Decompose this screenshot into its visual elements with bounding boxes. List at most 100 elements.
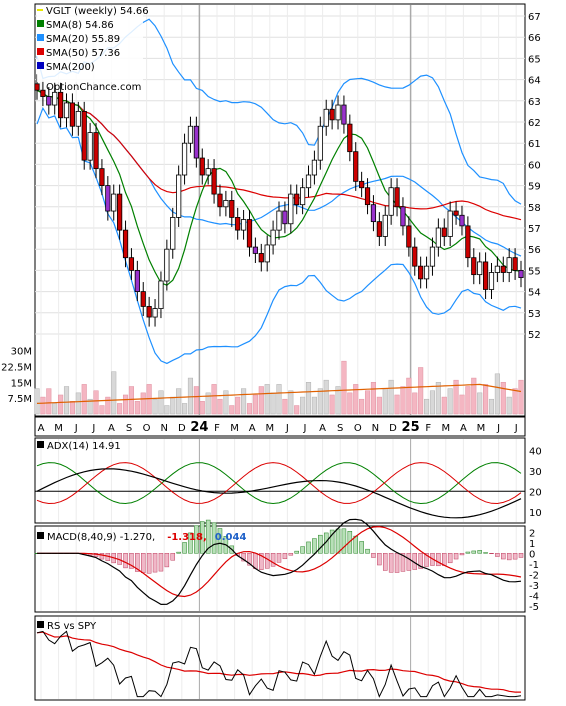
candle-body (494, 265, 500, 273)
month-tick-label: 24 (190, 420, 208, 435)
adx-line (36, 468, 522, 519)
macd-histogram-bar (382, 553, 388, 571)
volume-bar (483, 384, 489, 415)
candle-body (105, 185, 111, 212)
macd-histogram-bar (388, 553, 394, 573)
volume-bar (453, 379, 459, 415)
candle-body (400, 206, 406, 227)
volume-bar (205, 392, 211, 415)
month-tick-label: N (372, 423, 379, 434)
adx-tick-label: 40 (529, 446, 542, 457)
rs-line (36, 630, 522, 698)
volume-bar (105, 396, 111, 415)
month-tick-label: M (477, 423, 486, 434)
adx-label-text: ADX(14) 14.91 (47, 441, 121, 452)
volume-bar (494, 373, 500, 415)
volume-bar (182, 403, 188, 415)
volume-bar (300, 396, 306, 415)
candle-body (518, 269, 524, 279)
macd-histogram-bar (247, 553, 252, 566)
macd-histogram-bar (371, 553, 376, 558)
macd-histogram-bar (264, 553, 270, 569)
volume-bar (418, 367, 424, 415)
candle-body (81, 111, 87, 161)
candle-body (347, 123, 353, 153)
adx-label: ADX(14) 14.91 (37, 441, 121, 452)
macd-signal-value: -1.318, (167, 532, 207, 543)
candle-body (488, 272, 495, 290)
lower-band-line (36, 106, 522, 365)
macd-histogram-bar (205, 519, 211, 554)
macd-histogram-bar (477, 550, 482, 554)
price-tick-label: 63 (528, 97, 541, 108)
candle-body (394, 187, 400, 208)
volume-bar (447, 388, 453, 415)
candle-body (193, 125, 199, 159)
macd-histogram-bar (489, 553, 494, 554)
volume-bar (217, 398, 223, 415)
volume-bar (429, 390, 436, 415)
candle-body (359, 180, 365, 189)
candle-body (223, 200, 229, 208)
volume-bar (441, 396, 447, 415)
candle-body (117, 193, 123, 231)
macd-tick-label: 1 (529, 539, 535, 550)
legend-sma8: SMA(8) 54.86 (46, 20, 114, 31)
macd-histogram-bar (300, 546, 305, 554)
volume-bar (459, 394, 465, 415)
candle-body (406, 225, 412, 248)
volume-bar (235, 396, 241, 415)
macd-histogram-bar (211, 522, 217, 554)
candle-body (34, 83, 40, 91)
volume-bar (347, 392, 353, 415)
macd-histogram-bar (465, 551, 471, 554)
candle-body (370, 204, 377, 223)
volume-bar (75, 392, 81, 415)
month-tick-label: A (108, 423, 115, 434)
candle-body (311, 159, 318, 176)
volume-bar (400, 386, 406, 415)
legend-vglt: VGLT (weekly) 54.66 (46, 6, 149, 17)
candle-body (46, 96, 52, 106)
candle-body (211, 168, 217, 195)
adx-tick-label: 10 (529, 508, 542, 519)
macd-tick-label: -3 (529, 581, 539, 592)
volume-bar (223, 390, 229, 415)
plus-di-line (36, 462, 522, 505)
candle-body (111, 193, 117, 212)
candle-body (500, 265, 506, 273)
macd-histogram-bar (158, 553, 164, 572)
volume-bar (323, 379, 329, 415)
macd-histogram-bar (365, 548, 370, 554)
candle-body (235, 216, 241, 231)
volume-bar (241, 388, 247, 415)
candle-body (294, 193, 300, 206)
volume-tick-label: 7.5M (7, 394, 32, 405)
macd-histogram-bar (135, 553, 140, 572)
candle-body (441, 227, 447, 237)
price-legend: VGLT (weekly) 54.66 SMA(8) 54.86 SMA(20)… (37, 6, 149, 93)
sma50-line (36, 89, 522, 221)
macd-histogram-bar (270, 553, 276, 567)
macd-histogram-bar (471, 550, 477, 554)
volume-bar (518, 379, 524, 415)
candle-body (140, 291, 146, 307)
candle-body (471, 257, 477, 276)
volume-bar (111, 371, 117, 415)
price-tick-label: 57 (528, 224, 541, 235)
volume-bar (87, 398, 93, 415)
volume-bar (246, 403, 253, 415)
month-tick-label: M (441, 423, 450, 434)
volume-bar (164, 405, 170, 415)
month-tick-label: J (514, 423, 518, 434)
macd-histogram-bar (483, 552, 488, 554)
candle-body (199, 157, 205, 176)
macd-histogram-bar (259, 553, 264, 570)
month-tick-label: D (178, 423, 186, 434)
candle-body (134, 269, 140, 292)
volume-average-line (36, 383, 522, 404)
candle-body (341, 104, 347, 125)
candle-body (305, 174, 312, 189)
macd-line (37, 518, 522, 606)
volume-bar (406, 377, 412, 415)
